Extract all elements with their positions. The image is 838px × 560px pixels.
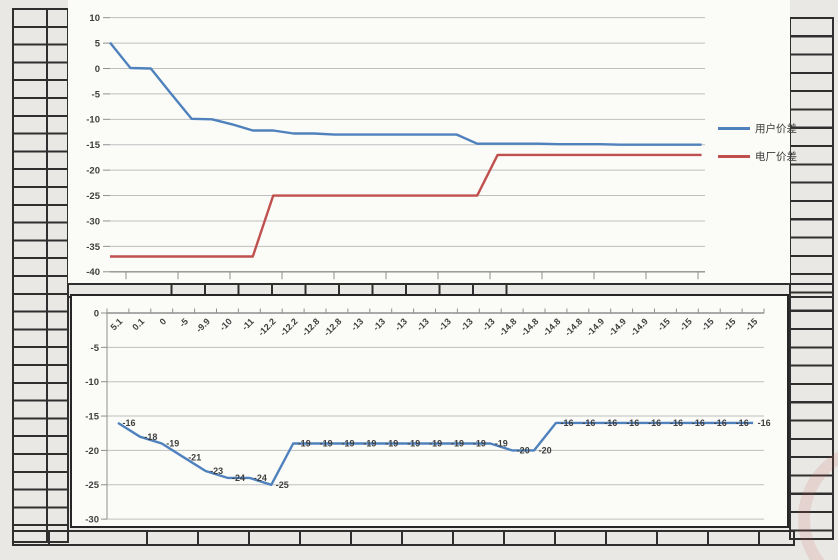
svg-text:-19: -19 <box>320 439 333 449</box>
svg-text:-20: -20 <box>85 446 99 457</box>
svg-text:-16: -16 <box>561 418 574 428</box>
svg-text:-16: -16 <box>692 418 705 428</box>
svg-text:0: 0 <box>95 64 100 75</box>
price-spread-chart[interactable]: 10 5 0 -5 -10 -15 -20 -25 -30 -35 -40 用户价差 电厂价差 <box>68 0 797 283</box>
svg-text:-10: -10 <box>218 316 234 332</box>
svg-text:-16: -16 <box>604 418 617 428</box>
svg-text:-13: -13 <box>437 316 453 332</box>
svg-text:-9.9: -9.9 <box>194 316 212 334</box>
svg-text:-16: -16 <box>736 418 749 428</box>
svg-text:-16: -16 <box>670 418 683 428</box>
svg-text:-10: -10 <box>85 377 99 388</box>
svg-text:-16: -16 <box>582 418 595 428</box>
svg-text:-19: -19 <box>429 439 442 449</box>
svg-text:0: 0 <box>158 316 169 327</box>
svg-text:-5: -5 <box>177 316 190 329</box>
svg-text:-14.8: -14.8 <box>541 316 563 338</box>
svg-text:-12.2: -12.2 <box>256 316 278 338</box>
svg-text:-15: -15 <box>85 411 99 422</box>
svg-text:10: 10 <box>89 13 100 24</box>
svg-text:-24: -24 <box>232 473 245 483</box>
svg-text:-20: -20 <box>517 446 530 456</box>
result-line-chart[interactable]: 0 -5 -10 -15 -20 -25 -30 5.1 0.1 0 -5 -9.9 -10 -11 -12… <box>70 294 789 528</box>
legend-item-user-spread[interactable]: 用户价差 <box>718 121 797 136</box>
svg-text:-15: -15 <box>743 316 759 332</box>
svg-text:-19: -19 <box>473 439 486 449</box>
svg-text:-13: -13 <box>415 316 431 332</box>
spreadsheet-cell-divider <box>48 532 50 544</box>
svg-text:-16: -16 <box>758 418 771 428</box>
svg-text:-14.8: -14.8 <box>519 316 541 338</box>
svg-text:-18: -18 <box>144 432 157 442</box>
svg-text:-14.9: -14.9 <box>607 316 629 338</box>
spreadsheet-cell-dividers <box>139 285 515 296</box>
svg-text:-5: -5 <box>92 89 101 100</box>
svg-text:-13: -13 <box>480 316 496 332</box>
svg-text:-12.8: -12.8 <box>300 316 322 338</box>
legend-line-swatch-red <box>718 155 750 158</box>
svg-text:-15: -15 <box>699 316 715 332</box>
svg-text:-20: -20 <box>86 166 100 177</box>
svg-text:-10: -10 <box>86 115 100 126</box>
svg-text:-15: -15 <box>721 316 737 332</box>
legend-label-user-spread: 用户价差 <box>755 123 797 135</box>
svg-text:-15: -15 <box>678 316 694 332</box>
svg-text:-19: -19 <box>342 439 355 449</box>
svg-text:-19: -19 <box>451 439 464 449</box>
result-line-chart-plot: 0-5-10-15-20-25-305.1 0.1 0 -5 -9.9 -10 -11 -12… <box>85 308 771 526</box>
svg-text:-16: -16 <box>626 418 639 428</box>
svg-text:-11: -11 <box>240 316 256 332</box>
svg-text:-16: -16 <box>123 418 136 428</box>
svg-text:0.1: 0.1 <box>130 316 146 332</box>
svg-text:-15: -15 <box>656 316 672 332</box>
legend-line-swatch-blue <box>718 127 750 130</box>
legend-item-plant-spread[interactable]: 电厂价差 <box>718 149 797 164</box>
svg-text:0: 0 <box>94 308 99 319</box>
svg-text:-12.8: -12.8 <box>322 316 344 338</box>
svg-text:-24: -24 <box>254 473 267 483</box>
svg-text:-19: -19 <box>407 439 420 449</box>
svg-text:-23: -23 <box>210 466 223 476</box>
svg-text:-14.8: -14.8 <box>563 316 585 338</box>
svg-text:-16: -16 <box>714 418 727 428</box>
svg-text:-5: -5 <box>91 343 100 354</box>
svg-text:-13: -13 <box>459 316 475 332</box>
svg-text:-14.9: -14.9 <box>585 316 607 338</box>
svg-text:-13: -13 <box>371 316 387 332</box>
spreadsheet-grid-right-column <box>789 17 834 540</box>
svg-text:5.1: 5.1 <box>108 316 124 332</box>
svg-text:-16: -16 <box>648 418 661 428</box>
svg-text:-25: -25 <box>85 480 99 491</box>
svg-text:-12.2: -12.2 <box>278 316 300 338</box>
svg-text:-19: -19 <box>363 439 376 449</box>
svg-text:-30: -30 <box>85 515 99 526</box>
svg-text:-14.8: -14.8 <box>497 316 519 338</box>
svg-text:-13: -13 <box>393 316 409 332</box>
legend-label-plant-spread: 电厂价差 <box>755 151 797 163</box>
svg-text:-19: -19 <box>166 439 179 449</box>
svg-text:-21: -21 <box>188 453 201 463</box>
svg-text:-25: -25 <box>276 480 289 490</box>
spreadsheet-grid-left-columns <box>12 8 69 543</box>
svg-text:-19: -19 <box>298 439 311 449</box>
svg-text:-19: -19 <box>495 439 508 449</box>
spreadsheet-row-bottom <box>12 530 795 546</box>
svg-text:-19: -19 <box>385 439 398 449</box>
svg-text:-40: -40 <box>86 267 100 278</box>
price-spread-chart-plot: 10 5 0 -5 -10 -15 -20 -25 -30 -35 -40 <box>86 13 705 280</box>
spreadsheet-column-divider <box>46 10 48 541</box>
svg-text:-13: -13 <box>349 316 365 332</box>
svg-text:-15: -15 <box>86 140 100 151</box>
svg-text:-35: -35 <box>86 242 100 253</box>
svg-text:5: 5 <box>95 38 101 49</box>
svg-text:-20: -20 <box>539 446 552 456</box>
spreadsheet-cell-dividers <box>97 532 787 544</box>
svg-text:-30: -30 <box>86 216 100 227</box>
svg-text:-14.9: -14.9 <box>628 316 650 338</box>
svg-text:-25: -25 <box>86 191 100 202</box>
